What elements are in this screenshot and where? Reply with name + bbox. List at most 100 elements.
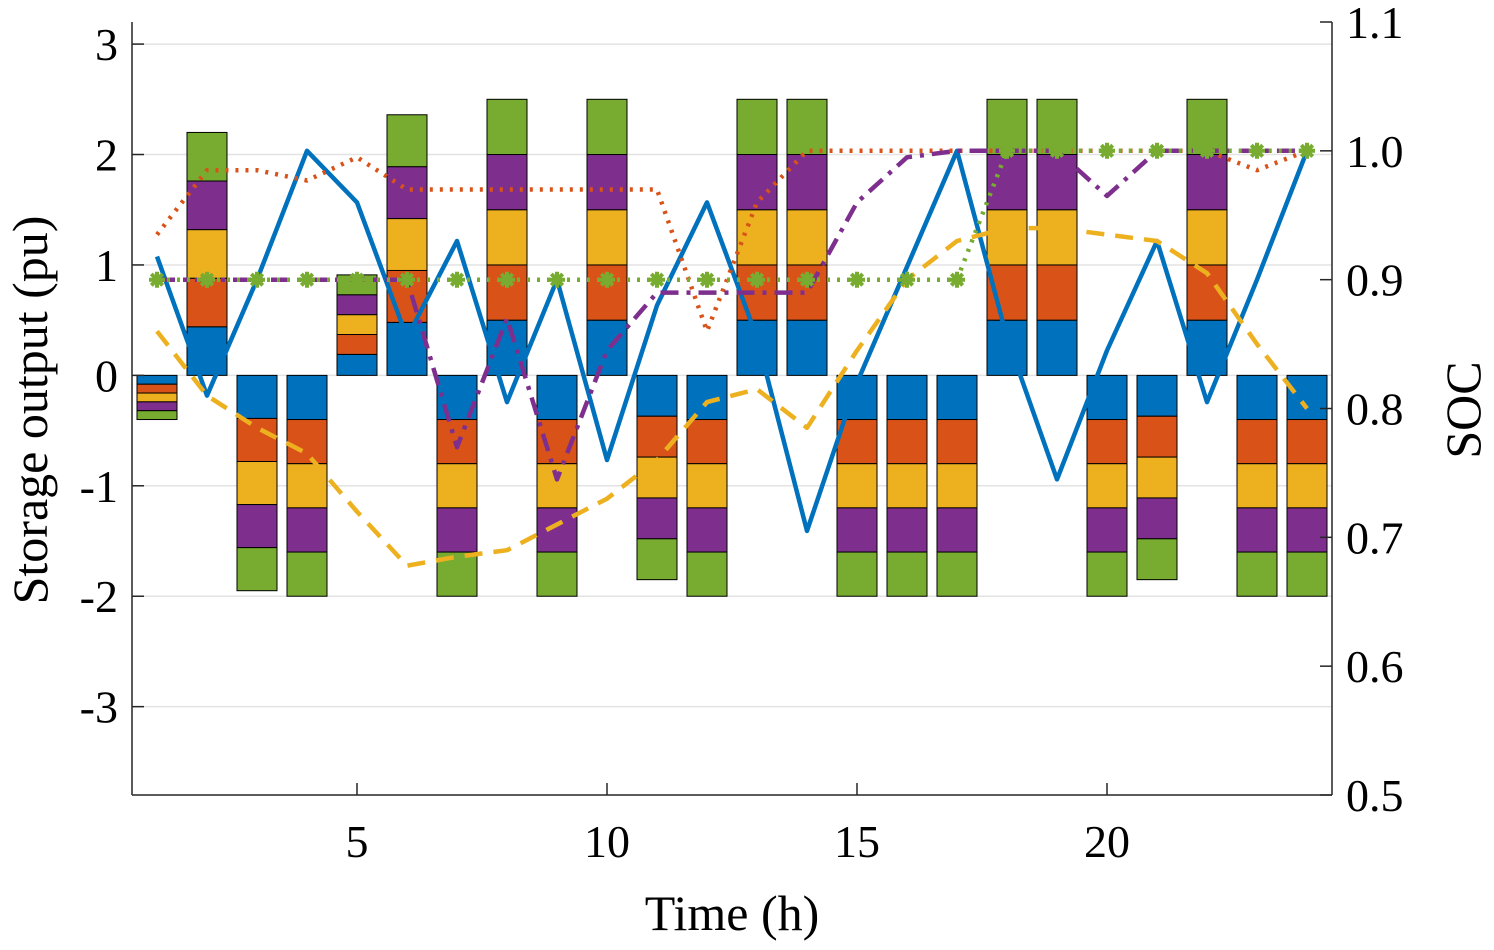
bar-segment <box>1286 419 1328 465</box>
y-tick-label: 2 <box>95 130 118 181</box>
soc-marker <box>349 271 365 288</box>
bar-segment <box>336 353 378 376</box>
bar-segment <box>286 419 328 465</box>
bar-segment <box>986 319 1028 376</box>
y2-tick-label: 0.8 <box>1346 384 1404 435</box>
soc-line <box>155 225 1309 568</box>
bar-segment <box>1286 463 1328 509</box>
bar-segment <box>1036 264 1078 321</box>
soc-marker <box>599 271 615 288</box>
bar-segment <box>286 551 328 597</box>
x-tick-label: 5 <box>346 816 369 867</box>
y2-tick-label: 0.7 <box>1346 512 1404 563</box>
soc-marker <box>849 271 865 288</box>
bar-segment <box>1136 456 1178 499</box>
soc-marker <box>1199 142 1215 159</box>
y2-tick-label: 1.0 <box>1346 126 1404 177</box>
bar-segment <box>236 461 278 506</box>
soc-marker <box>399 271 415 288</box>
soc-marker <box>649 271 665 288</box>
bar-segment <box>736 209 778 266</box>
soc-marker <box>1049 142 1065 159</box>
bar-segment <box>186 180 228 231</box>
bar-segment <box>1136 497 1178 540</box>
bar-segment <box>1236 463 1278 509</box>
bar-segment <box>936 507 978 553</box>
soc-marker <box>749 271 765 288</box>
bar-segment <box>1036 209 1078 266</box>
soc-marker <box>699 271 715 288</box>
y2-tick-label: 0.5 <box>1346 770 1404 821</box>
bar-segment <box>186 229 228 279</box>
soc-line-layer <box>149 142 1315 568</box>
bar-segment <box>336 294 378 316</box>
x-tick-label: 20 <box>1084 816 1130 867</box>
bar-segment <box>636 456 678 499</box>
bar-segment <box>886 507 928 553</box>
bar-segment <box>686 463 728 509</box>
bar-segment <box>886 551 928 597</box>
bar-segment <box>386 166 428 220</box>
bar-segment <box>1136 538 1178 581</box>
bar-segment <box>336 314 378 336</box>
bar-segment <box>836 463 878 509</box>
bar-segment <box>886 419 928 465</box>
soc-marker <box>899 271 915 288</box>
y2-tick-label: 0.9 <box>1346 255 1404 306</box>
bar-segment <box>386 218 428 271</box>
bar-segment <box>736 319 778 376</box>
bar-segment <box>736 154 778 211</box>
y-axis-title: Storage output (pu) <box>2 216 58 605</box>
soc-marker <box>249 271 265 288</box>
bar-segment <box>1136 415 1178 458</box>
bar-segment <box>1036 319 1078 376</box>
bar-segment <box>736 98 778 156</box>
bar-segment <box>436 463 478 509</box>
y-tick-label: 3 <box>95 19 118 70</box>
bar-segment <box>936 551 978 597</box>
bar-segment <box>536 463 578 509</box>
y-tick-label: -1 <box>80 461 118 512</box>
soc-marker <box>299 271 315 288</box>
soc-marker <box>949 271 965 288</box>
bar-segment <box>1236 374 1278 421</box>
soc-marker <box>499 271 515 288</box>
x-axis-title: Time (h) <box>645 885 820 941</box>
y2-tick-label: 0.6 <box>1346 641 1404 692</box>
bar-segment <box>586 154 628 211</box>
bar-segment <box>1086 463 1128 509</box>
bar-segment <box>286 507 328 553</box>
bar-segment <box>486 98 528 156</box>
bar-segment <box>386 321 428 376</box>
bar-segment <box>636 415 678 458</box>
bar-segment <box>536 551 578 597</box>
bar-segment <box>436 507 478 553</box>
bar-segment <box>486 209 528 266</box>
bar-segment <box>1286 507 1328 553</box>
bar-segment <box>886 463 928 509</box>
bar-segment <box>1286 374 1328 421</box>
bar-segment <box>1236 507 1278 553</box>
soc-marker <box>449 271 465 288</box>
bar-segment <box>686 419 728 465</box>
bar-segment <box>236 417 278 463</box>
bar-segment <box>836 551 878 597</box>
bar-layer <box>136 98 1328 597</box>
y-tick-label: -2 <box>80 571 118 622</box>
bar-segment <box>586 209 628 266</box>
bar-segment <box>686 374 728 421</box>
bar-segment <box>1236 419 1278 465</box>
bar-segment <box>236 547 278 592</box>
x-tick-label: 10 <box>584 816 630 867</box>
soc-marker <box>549 271 565 288</box>
soc-marker <box>199 271 215 288</box>
bar-segment <box>486 154 528 211</box>
bar-segment <box>836 507 878 553</box>
bar-segment <box>636 497 678 540</box>
bar-segment <box>636 374 678 417</box>
bar-segment <box>536 374 578 421</box>
bar-segment <box>136 392 178 403</box>
